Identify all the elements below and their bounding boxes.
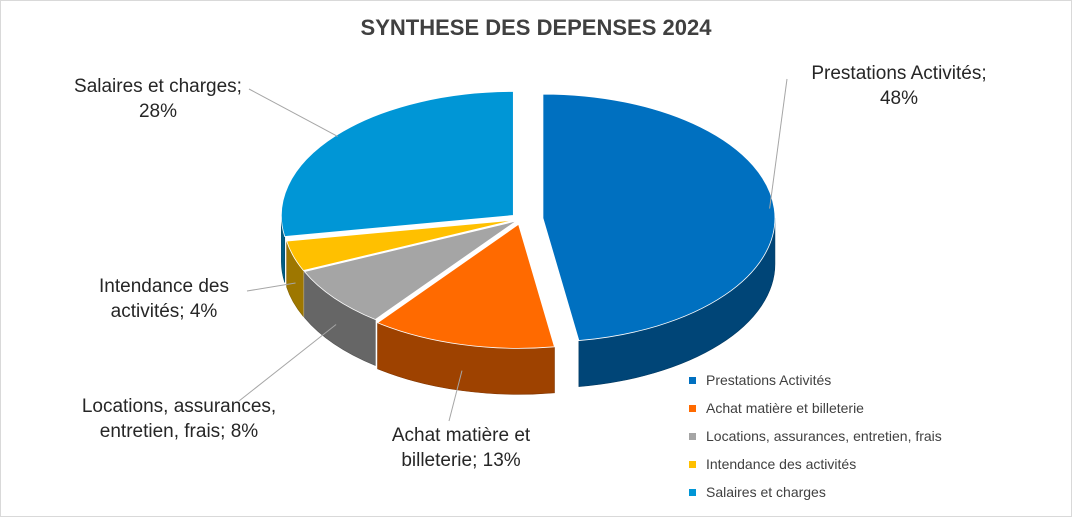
legend-item-intendance: Intendance des activités [689, 450, 942, 478]
leader-line [448, 370, 463, 422]
leader-line [238, 324, 337, 402]
leader-line [769, 78, 788, 209]
legend-swatch [689, 404, 696, 412]
chart-title: SYNTHESE DES DEPENSES 2024 [360, 15, 712, 40]
data-label-intendance: Intendance des activités; 4% [99, 276, 229, 322]
legend-swatch [689, 432, 696, 440]
data-label-achat: Achat matière et billeterie; 13% [391, 425, 531, 471]
leader-line [248, 88, 338, 137]
leader-lines [238, 78, 788, 422]
legend-label: Locations, assurances, entretien, frais [706, 428, 942, 444]
slice-achat-top [376, 223, 555, 349]
slice-intendance-top [286, 219, 516, 271]
legend-label: Achat matière et billeterie [706, 400, 864, 416]
legend-item-prestations: Prestations Activités [689, 366, 942, 394]
legend-item-salaires: Salaires et charges [689, 478, 942, 506]
legend-swatch [689, 376, 696, 384]
slice-salaires-top [280, 91, 514, 237]
legend-swatch [689, 488, 696, 496]
legend: Prestations Activités Achat matière et b… [689, 366, 942, 506]
legend-label: Salaires et charges [706, 484, 826, 500]
pie-slices [280, 91, 776, 395]
legend-item-achat: Achat matière et billeterie [689, 394, 942, 422]
leader-line [246, 282, 296, 292]
legend-swatch [689, 460, 696, 468]
legend-label: Intendance des activités [706, 456, 857, 472]
data-label-salaires: Salaires et charges; 28% [74, 76, 242, 122]
data-label-prestations: Prestations Activités; 48% [811, 63, 987, 109]
legend-label: Prestations Activités [706, 372, 832, 388]
slice-prestations-top [542, 93, 776, 341]
legend-item-locations: Locations, assurances, entretien, frais [689, 422, 942, 450]
slice-locations-top [303, 220, 517, 320]
data-label-locations: Locations, assurances, entretien, frais;… [81, 396, 277, 442]
